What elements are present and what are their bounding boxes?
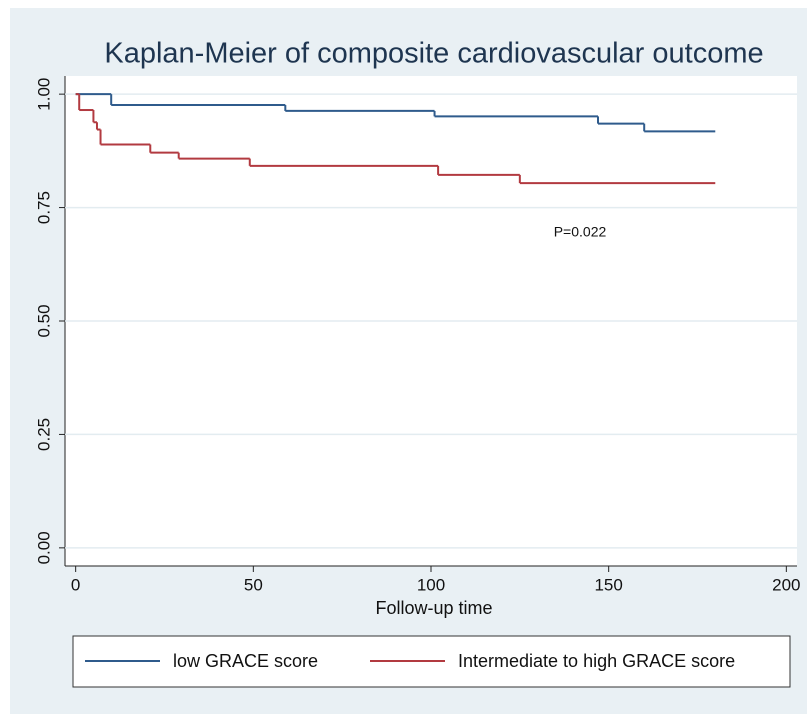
legend (72, 635, 791, 688)
chart-title: Kaplan-Meier of composite cardiovascular… (104, 38, 763, 70)
x-tick-label: 200 (772, 575, 800, 594)
x-tick-label: 50 (244, 575, 263, 594)
x-tick-label: 150 (594, 575, 622, 594)
y-tick-label: 0.50 (34, 304, 53, 337)
y-tick-label: 0.75 (34, 191, 53, 224)
x-axis-label: Follow-up time (375, 598, 492, 618)
x-tick-label: 0 (71, 575, 80, 594)
y-tick-label: 0.00 (34, 531, 53, 564)
y-tick-label: 0.25 (34, 418, 53, 451)
legend-label: Intermediate to high GRACE score (458, 651, 735, 671)
x-tick-label: 100 (417, 575, 445, 594)
y-tick-label: 1.00 (34, 78, 53, 111)
legend-label: low GRACE score (173, 651, 318, 671)
annotation: P=0.022 (554, 224, 607, 240)
